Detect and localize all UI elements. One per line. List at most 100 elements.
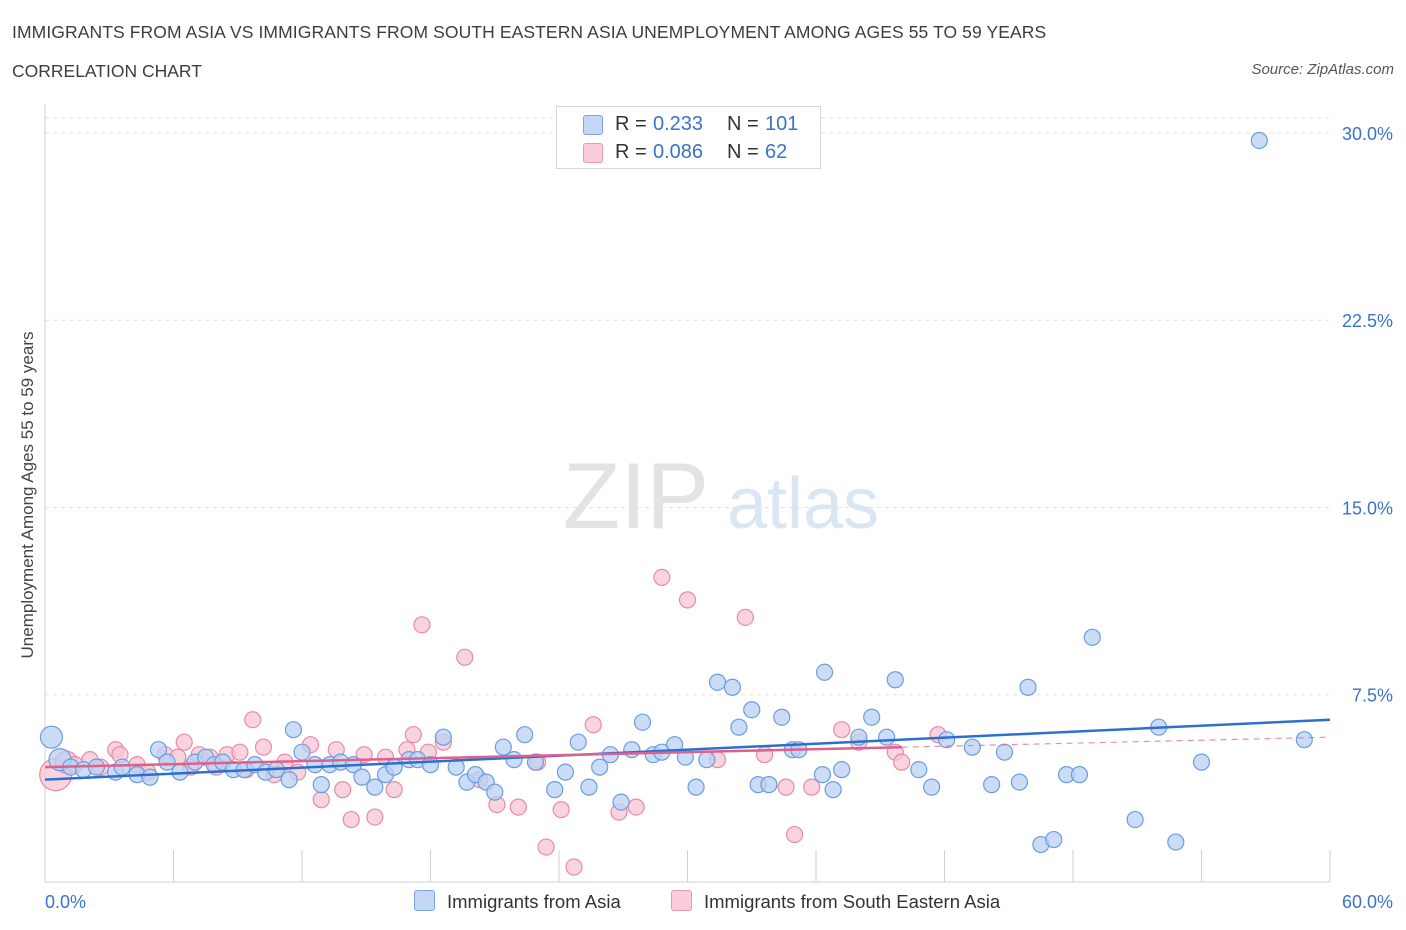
asia-point (486, 783, 504, 801)
bottom-legend-se-asia: Immigrants from South Eastern Asia (671, 890, 1000, 914)
asia-point (1167, 833, 1185, 851)
asia-point (886, 671, 904, 689)
legend-swatch-asia (583, 115, 603, 135)
se-asia-point (366, 808, 384, 826)
asia-point (773, 708, 791, 726)
asia-point (623, 741, 641, 759)
se-asia-point (509, 798, 527, 816)
legend-r-label: R = (615, 141, 647, 163)
asia-point (833, 761, 851, 779)
asia-point (1250, 131, 1268, 150)
asia-point (995, 743, 1014, 761)
y-tick-label: 15.0% (1342, 498, 1393, 518)
watermark-zip: ZIP (563, 443, 709, 548)
se-asia-point (413, 616, 431, 634)
asia-point (815, 663, 834, 681)
asia-point (910, 761, 928, 779)
bottom-legend-swatch-asia (414, 890, 435, 911)
legend-r-value: 0.086 (653, 141, 704, 163)
se-asia-point (565, 858, 583, 876)
se-asia-point (334, 781, 352, 799)
se-asia-point (385, 781, 403, 799)
asia-point (743, 701, 761, 719)
asia-point (1019, 678, 1037, 696)
se-asia-point (552, 800, 570, 819)
bottom-legend-label-asia: Immigrants from Asia (447, 891, 621, 912)
se-asia-point (404, 726, 422, 744)
se-asia-point (231, 743, 249, 761)
legend-n-label: N = (727, 141, 759, 163)
asia-point (760, 776, 778, 794)
asia-point (353, 768, 371, 786)
asia-point (312, 776, 330, 794)
asia-point (284, 721, 303, 739)
asia-point (1192, 753, 1211, 771)
axis-layer (44, 104, 1331, 883)
y-tick-label: 7.5% (1352, 686, 1393, 706)
asia-point (434, 728, 452, 746)
asia-point (149, 741, 168, 759)
asia-point (1295, 731, 1313, 749)
asia-point (1070, 766, 1089, 784)
se-asia-trend-extension (901, 736, 1331, 748)
asia-point (306, 756, 324, 774)
legend-r-value: 0.233 (653, 113, 704, 135)
asia-point (385, 758, 403, 776)
bottom-legend-asia: Immigrants from Asia (414, 890, 621, 914)
asia-point (983, 776, 1001, 794)
asia-point (158, 753, 176, 771)
se-asia-point (893, 753, 911, 771)
se-asia-point (244, 711, 262, 729)
legend-n-value: 101 (765, 113, 799, 135)
se-asia-point (312, 791, 330, 809)
asia-point (516, 726, 534, 744)
watermark: ZIP atlas (563, 443, 879, 548)
asia-point (546, 781, 564, 799)
legend-n-value: 62 (765, 141, 788, 163)
asia-point (1045, 830, 1063, 849)
asia-point (863, 708, 881, 726)
tick-label-layer: 7.5% 15.0% 22.5% 30.0% 0.0% 60.0% (45, 124, 1393, 912)
asia-point (708, 673, 727, 691)
asia-point (1126, 810, 1144, 829)
asia-point (963, 738, 981, 756)
asia-point (633, 713, 652, 731)
se-asia-point (678, 591, 697, 609)
correlation-legend: R = 0.233 N = 101 R = 0.086 N = 62 (556, 106, 821, 169)
asia-point (723, 678, 742, 696)
x-tick-label: 60.0% (1342, 892, 1393, 912)
se-asia-point (627, 798, 645, 816)
se-asia-point (175, 733, 193, 751)
se-asia-point (653, 568, 671, 586)
watermark-atlas: atlas (727, 464, 879, 544)
asia-point (580, 778, 598, 796)
asia-point (687, 778, 705, 796)
se-asia-point (777, 778, 795, 796)
se-asia-point (254, 738, 273, 756)
asia-point (494, 738, 512, 756)
asia-point (813, 766, 832, 784)
asia-point (824, 781, 842, 799)
asia-point (698, 751, 716, 769)
asia-point (938, 731, 956, 749)
se-asia-point (584, 716, 602, 734)
asia-point (113, 758, 131, 776)
asia-point (1010, 773, 1029, 791)
y-tick-label: 22.5% (1342, 311, 1393, 331)
chart-title: IMMIGRANTS FROM ASIA VS IMMIGRANTS FROM … (12, 22, 1047, 42)
se-asia-point (785, 825, 804, 844)
asia-point (366, 778, 384, 796)
source-note: Source: ZipAtlas.com (1251, 61, 1394, 78)
asia-trend-line (44, 718, 1331, 781)
se-asia-point (537, 838, 555, 856)
legend-r-label: R = (615, 113, 647, 135)
se-asia-point (833, 721, 851, 739)
asia-point (141, 768, 159, 786)
asia-point (878, 728, 896, 746)
legend-swatch-se-asia (583, 143, 603, 163)
asia-point (280, 771, 298, 789)
asia-point (591, 758, 609, 776)
asia-point (39, 725, 64, 749)
y-tick-label: 30.0% (1342, 124, 1393, 144)
